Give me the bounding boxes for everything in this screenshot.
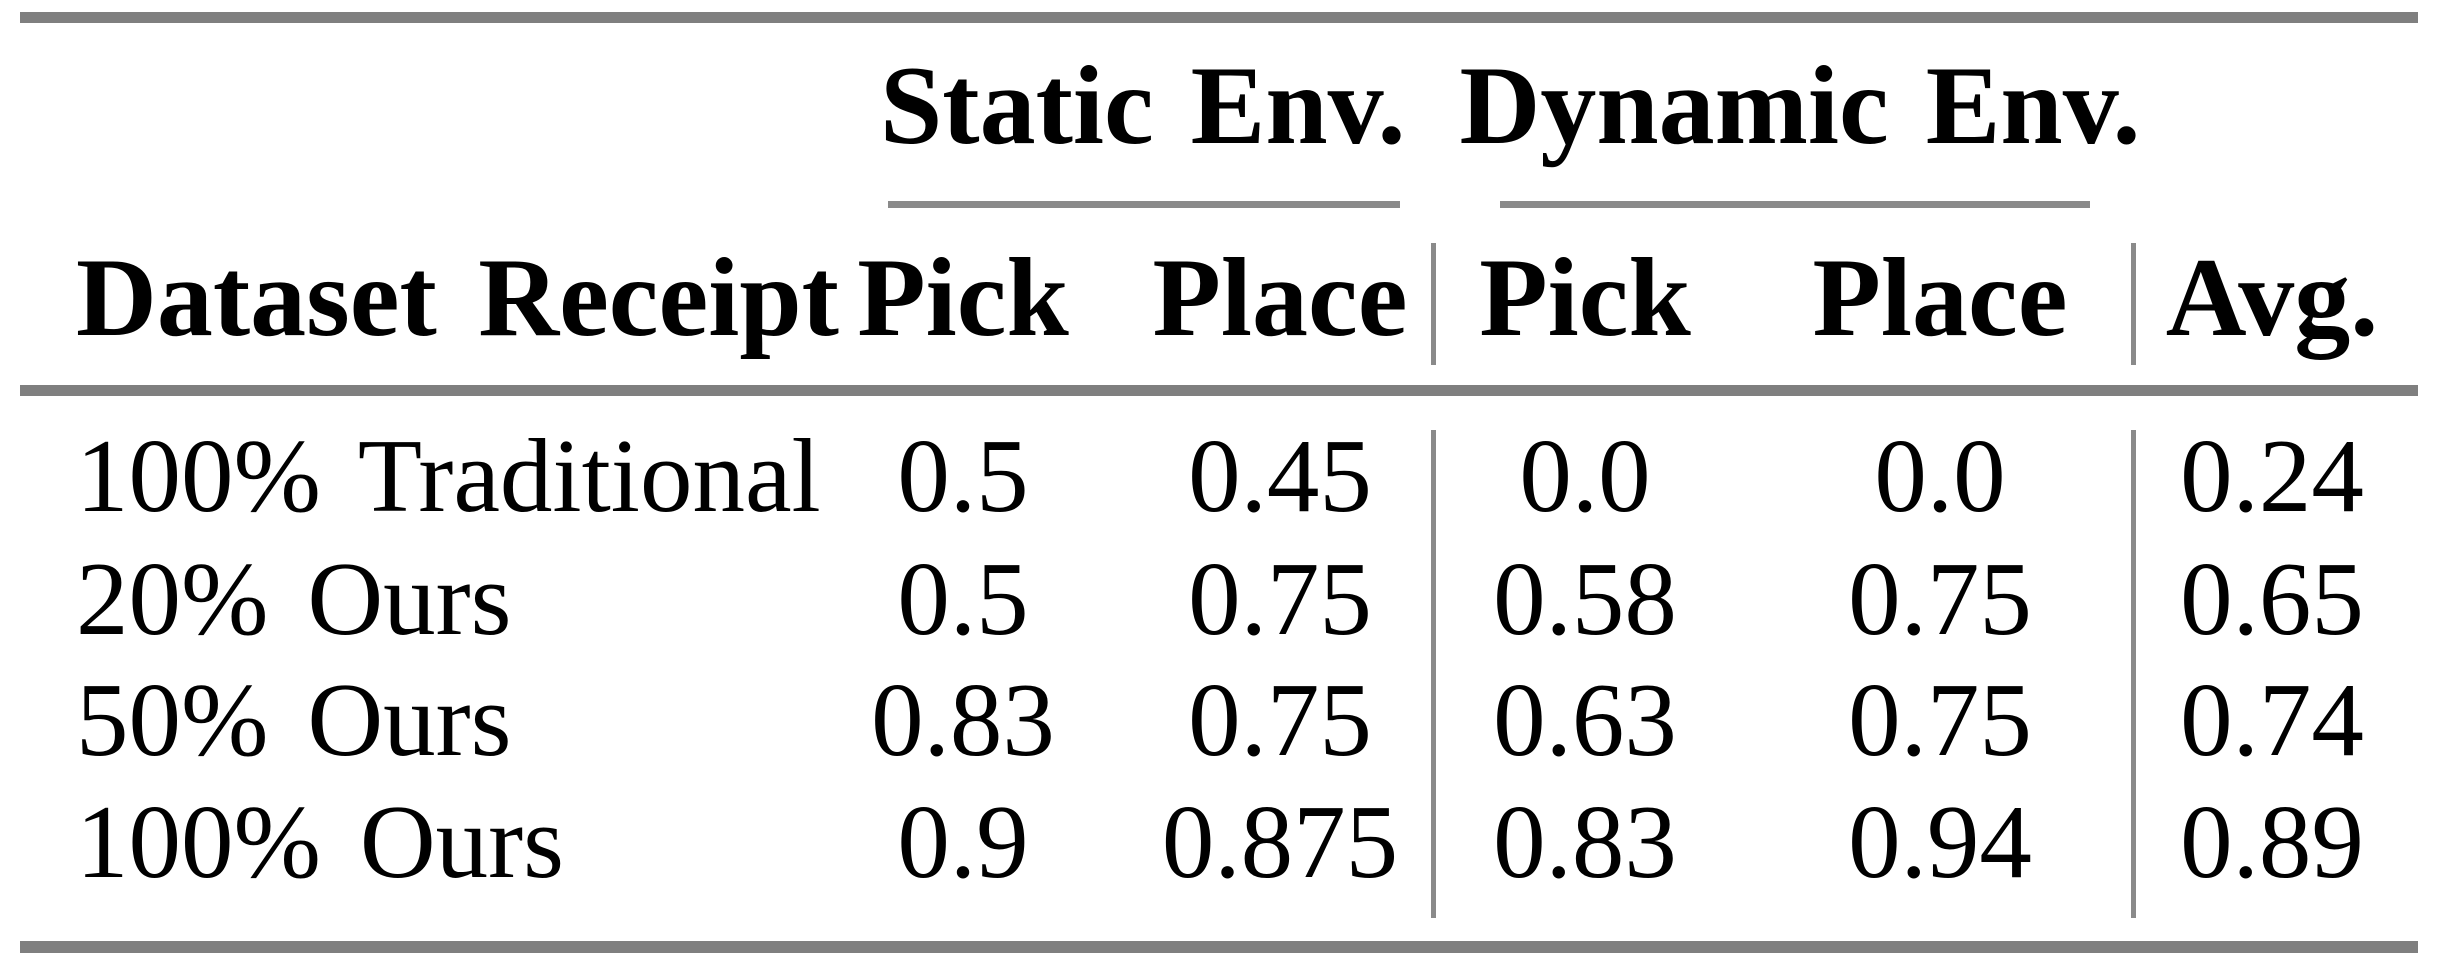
cell-static-place: 0.875: [1161, 783, 1399, 900]
vertical-divider-static-dynamic-header: [1431, 243, 1436, 365]
cell-dynamic-pick: 0.63: [1493, 661, 1677, 778]
column-header-dynamic-place: Place: [1812, 236, 2068, 360]
cell-static-place: 0.45: [1188, 417, 1372, 534]
group-header-dynamic-env: Dynamic Env.: [1459, 44, 2141, 168]
column-header-avg: Avg.: [2165, 236, 2379, 360]
column-header-dynamic-pick: Pick: [1479, 236, 1691, 360]
cell-dynamic-place: 0.0: [1874, 417, 2006, 534]
cell-dynamic-place: 0.94: [1848, 783, 2032, 900]
static-env-underline: [888, 201, 1400, 208]
cell-static-pick: 0.83: [871, 661, 1055, 778]
cell-static-place: 0.75: [1188, 661, 1372, 778]
cell-dynamic-pick: 0.83: [1493, 783, 1677, 900]
cell-dynamic-place: 0.75: [1848, 540, 2032, 657]
header-rule: [20, 385, 2418, 396]
column-header-static-pick: Pick: [857, 236, 1069, 360]
row-label: 20% Ours: [76, 540, 512, 657]
vertical-divider-avg-header: [2131, 243, 2136, 365]
cell-avg: 0.24: [2180, 417, 2364, 534]
cell-avg: 0.65: [2180, 540, 2364, 657]
cell-static-place: 0.75: [1188, 540, 1372, 657]
column-header-static-place: Place: [1152, 236, 1408, 360]
cell-static-pick: 0.5: [897, 540, 1029, 657]
vertical-divider-avg-body: [2131, 430, 2136, 918]
row-label: 100% Ours: [76, 783, 564, 900]
row-label: 50% Ours: [76, 661, 512, 778]
cell-static-pick: 0.5: [897, 417, 1029, 534]
row-label: 100% Traditional: [76, 417, 821, 534]
column-header-dataset-receipt: Dataset Receipt: [76, 236, 839, 360]
cell-avg: 0.74: [2180, 661, 2364, 778]
top-rule: [20, 12, 2418, 23]
group-header-static-env: Static Env.: [880, 44, 1406, 168]
cell-dynamic-pick: 0.58: [1493, 540, 1677, 657]
cell-dynamic-place: 0.75: [1848, 661, 2032, 778]
bottom-rule: [20, 941, 2418, 953]
cell-avg: 0.89: [2180, 783, 2364, 900]
cell-dynamic-pick: 0.0: [1519, 417, 1651, 534]
cell-static-pick: 0.9: [897, 783, 1029, 900]
dynamic-env-underline: [1500, 201, 2090, 208]
vertical-divider-static-dynamic-body: [1431, 430, 1436, 918]
